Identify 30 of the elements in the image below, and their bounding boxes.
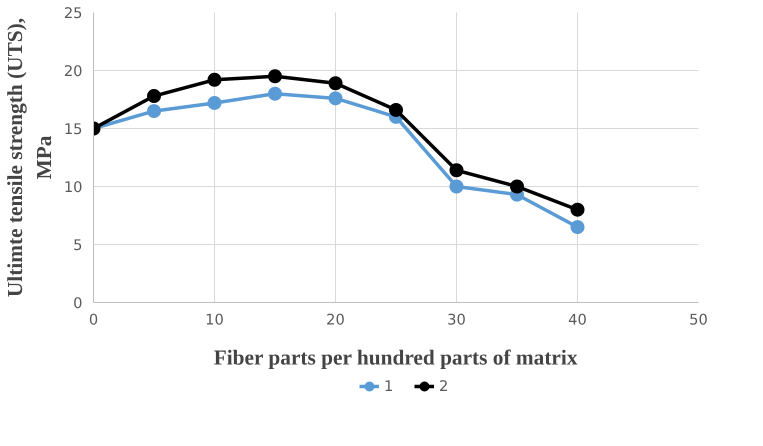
x-tick-label: 40 xyxy=(568,312,587,328)
y-tick-label: 15 xyxy=(64,121,83,138)
point xyxy=(570,202,584,217)
x-tick-label: 30 xyxy=(447,312,466,328)
point xyxy=(328,91,342,106)
point xyxy=(268,69,282,84)
y-tick-label: 25 xyxy=(64,5,83,22)
legend-label: 2 xyxy=(439,378,450,394)
point xyxy=(328,76,342,90)
y-axis-title: Ultimte tensile strength (UTS), MPa xyxy=(3,18,56,298)
point xyxy=(208,72,222,87)
point xyxy=(268,86,282,101)
y-tick-label: 0 xyxy=(73,295,83,312)
y-tick-label: 10 xyxy=(64,179,83,196)
x-axis-title: Fiber parts per hundred parts of matrix xyxy=(214,346,578,370)
point xyxy=(510,180,524,194)
x-tick-label: 20 xyxy=(326,312,345,328)
legend-label: 1 xyxy=(384,378,394,394)
point xyxy=(147,89,161,104)
point xyxy=(208,96,222,110)
x-tick-label: 50 xyxy=(689,312,708,328)
x-tick-label: 10 xyxy=(205,312,224,328)
point xyxy=(450,163,464,178)
point xyxy=(450,180,464,194)
point xyxy=(389,102,403,117)
point xyxy=(147,104,161,118)
point xyxy=(570,220,584,234)
y-tick-label: 5 xyxy=(73,237,83,254)
x-tick-label: 0 xyxy=(88,312,98,328)
y-tick-label: 20 xyxy=(64,63,83,80)
